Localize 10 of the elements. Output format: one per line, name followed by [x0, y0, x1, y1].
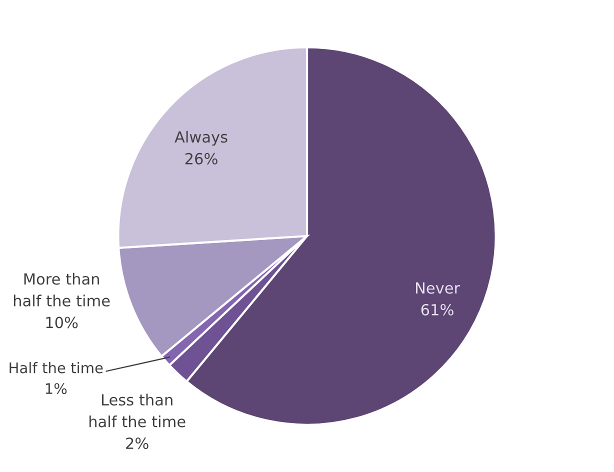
data-label: 10%: [46, 316, 78, 328]
slice-label: Never: [416, 282, 460, 294]
slice-label: Always: [174, 130, 228, 146]
data-label: 26%: [185, 152, 218, 164]
slice-label: More than half the time: [14, 272, 110, 307]
slice-label: Half the time: [10, 362, 103, 374]
data-label: 61%: [421, 304, 454, 316]
slice-label: Less than half the time: [89, 394, 186, 428]
data-label: 2%: [126, 438, 148, 450]
data-label: 1%: [46, 383, 67, 394]
